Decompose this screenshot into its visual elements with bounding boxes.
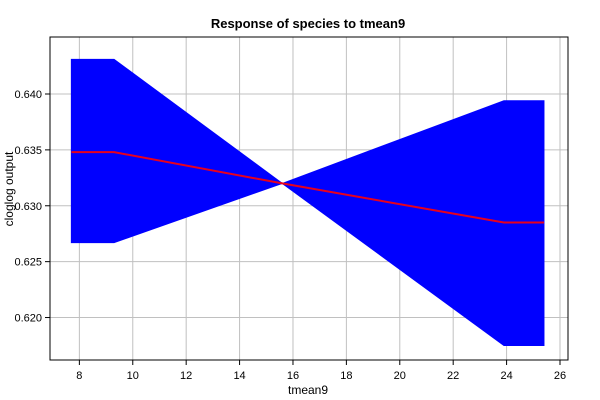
plot-frame: [49, 36, 569, 361]
x-tick-label: 14: [233, 370, 245, 382]
y-tick-label: 0.625: [14, 257, 42, 269]
y-tick-label: 0.630: [14, 201, 42, 213]
x-axis-label: tmean9: [288, 383, 328, 397]
x-tick-label: 24: [500, 370, 512, 382]
y-axis-label: cloglog output: [2, 151, 16, 226]
x-axis-ticks: 8 10 12 14 16 18 20 22 24 26: [76, 360, 566, 382]
x-tick-label: 26: [554, 370, 566, 382]
band-layer: [70, 58, 545, 346]
x-tick-label: 20: [394, 370, 406, 382]
confidence-band: [70, 58, 545, 346]
y-axis-ticks: 0.620 0.625 0.630 0.635 0.640: [14, 89, 50, 325]
y-tick-label: 0.635: [14, 145, 42, 157]
mean-response-line: [71, 151, 544, 224]
chart-title: Response of species to tmean9: [211, 16, 405, 31]
y-tick-label: 0.620: [14, 313, 42, 325]
x-tick-label: 16: [287, 370, 299, 382]
x-tick-label: 12: [180, 370, 192, 382]
x-tick-label: 22: [447, 370, 459, 382]
x-tick-label: 18: [340, 370, 352, 382]
y-tick-label: 0.640: [14, 89, 42, 101]
x-tick-label: 8: [76, 370, 82, 382]
line-layer: [71, 151, 544, 224]
x-tick-label: 10: [127, 370, 139, 382]
